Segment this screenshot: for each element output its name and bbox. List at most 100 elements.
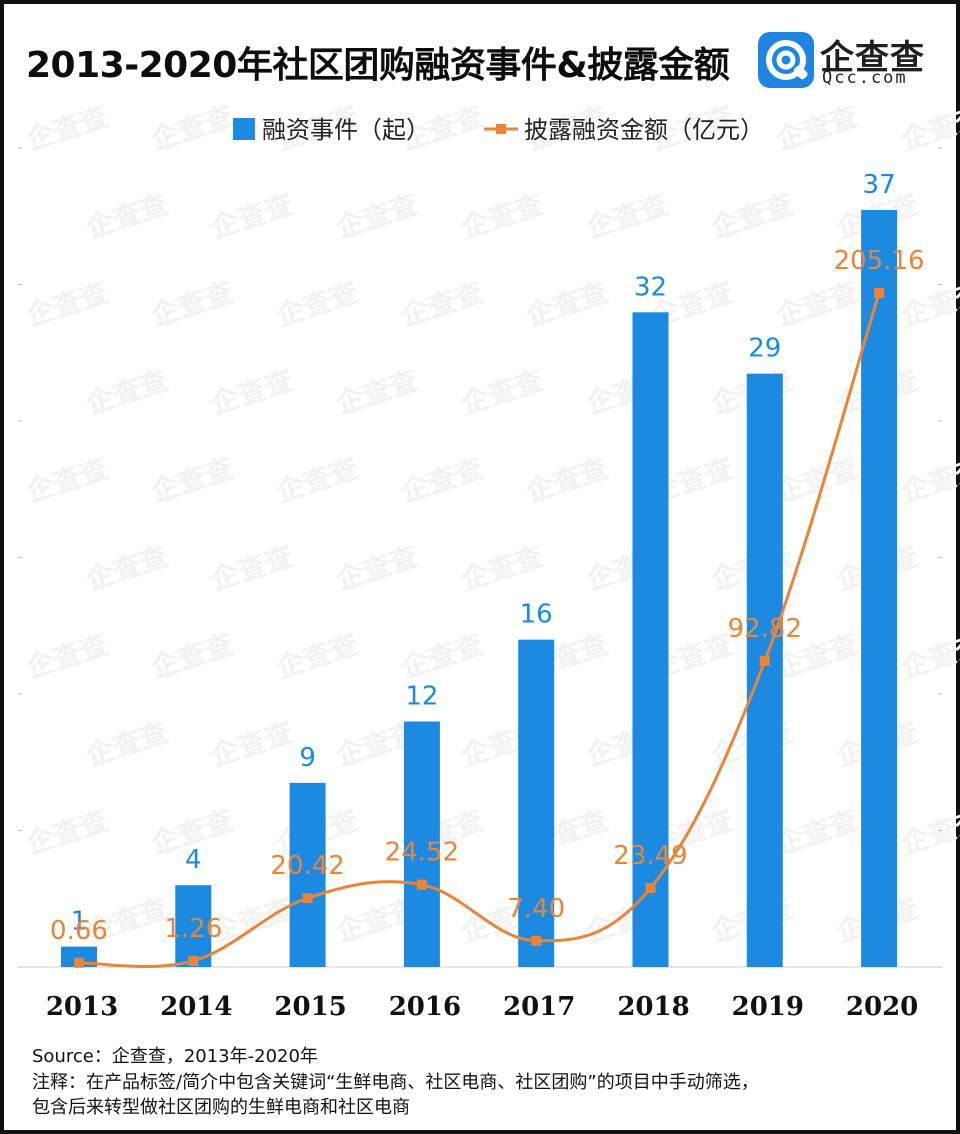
- line-series: [74, 288, 885, 969]
- x-axis-ticks: 2013 2014 2015 2016 2017 2018 2019 2020: [46, 992, 918, 1022]
- note-text-line-2: 包含后来转型做社区团购的生鲜电商和社区电商: [32, 1097, 410, 1118]
- watermark-mark: 企查查: [957, 187, 960, 244]
- line-point-2020: [874, 288, 885, 298]
- watermark-mark: 企查查: [457, 539, 547, 596]
- line-value-label-2014: 1.26: [164, 914, 222, 944]
- watermark-mark: 企查查: [582, 187, 672, 244]
- watermark-mark: 企查查: [772, 803, 862, 860]
- watermark-mark: 企查查: [522, 275, 612, 332]
- watermark-mark: 企查查: [82, 187, 172, 244]
- watermark-mark: 企查查: [957, 539, 960, 596]
- bar-value-label-2019: 29: [748, 334, 781, 364]
- line-point-2017: [531, 935, 542, 946]
- watermark-mark: 企查查: [82, 539, 172, 596]
- watermark-mark: 企查查: [22, 99, 112, 156]
- bar-2020: [861, 210, 898, 967]
- watermark-mark: 企查查: [332, 363, 422, 420]
- watermark-mark: 企查查: [957, 891, 960, 948]
- watermark-mark: 企查查: [397, 275, 487, 332]
- watermark-mark: 企查查: [22, 627, 112, 684]
- watermark-mark: 企查查: [957, 715, 960, 772]
- watermark-mark: 企查查: [897, 451, 960, 508]
- watermark-layer: 企查查 企查查 企查查 企查查 企查查 企查查 企查查 企查查企查查 企查查 企查查 企查查 企查查企…: [22, 99, 960, 948]
- bar-2017: [518, 639, 555, 967]
- watermark-mark: 企查查: [397, 451, 487, 508]
- line-point-2018: [645, 883, 656, 894]
- watermark-mark: 企查查: [147, 99, 237, 156]
- source-text: Source：企查查，2013年-2020年: [32, 1046, 318, 1067]
- logo-name: 企查查: [820, 38, 925, 78]
- x-tick-label-2018: 2018: [617, 992, 689, 1022]
- legend-swatch-marker: [496, 124, 506, 134]
- x-tick-label-2016: 2016: [389, 992, 461, 1022]
- line-point-2014: [188, 955, 199, 966]
- bar-2018: [632, 312, 669, 967]
- watermark-mark: 企查查: [207, 715, 297, 772]
- bar-value-label-2013: 1: [71, 907, 88, 937]
- legend-label-bar: 融资事件（起）: [262, 116, 430, 144]
- watermark-mark: 企查查: [332, 539, 422, 596]
- watermark-mark: 企查查: [147, 451, 237, 508]
- watermark-mark: 企查查: [457, 187, 547, 244]
- watermark-mark: 企查查: [22, 275, 112, 332]
- line-point-2016: [416, 879, 427, 890]
- watermark-mark: 企查查: [147, 275, 237, 332]
- line-value-label-2020: 205.16: [834, 246, 925, 276]
- line-value-label-2013: 0.66: [50, 916, 108, 946]
- watermark-mark: 企查查: [897, 803, 960, 860]
- legend-swatch-bar: [233, 118, 255, 140]
- line-value-label-2019: 92.82: [728, 614, 802, 644]
- watermark-mark: 企查查: [957, 363, 960, 420]
- watermark-mark: 企查查: [22, 803, 112, 860]
- watermark-mark: 企查查: [332, 187, 422, 244]
- x-tick-label-2019: 2019: [732, 992, 804, 1022]
- bar-value-label-2014: 4: [185, 845, 202, 875]
- watermark-mark: 企查查: [147, 627, 237, 684]
- watermark-mark: 企查查: [897, 99, 960, 156]
- bar-2015: [289, 782, 326, 967]
- bar-value-label-2017: 16: [520, 600, 553, 630]
- line-value-label-2016: 24.52: [385, 838, 459, 868]
- x-tick-label-2013: 2013: [46, 992, 118, 1022]
- logo-domain: Qcc.com: [822, 68, 908, 88]
- bar-2019: [746, 373, 783, 968]
- watermark-mark: 企查查: [457, 363, 547, 420]
- watermark-mark: 企查查: [207, 187, 297, 244]
- bar-value-label-2018: 32: [634, 272, 667, 302]
- watermark-mark: 企查查: [522, 451, 612, 508]
- watermark-mark: 企查查: [897, 275, 960, 332]
- watermark-mark: 企查查: [772, 275, 862, 332]
- x-tick-label-2017: 2017: [503, 992, 575, 1022]
- watermark-mark: 企查查: [82, 715, 172, 772]
- line-point-2015: [302, 893, 313, 904]
- chart-axes: [18, 147, 942, 968]
- watermark-mark: 企查查: [397, 627, 487, 684]
- line-point-2013: [74, 957, 84, 968]
- legend: 融资事件（起） 披露融资金额（亿元）: [233, 116, 764, 144]
- watermark-mark: 企查查: [82, 363, 172, 420]
- watermark-mark: 企查查: [272, 275, 362, 332]
- watermark-mark: 企查查: [272, 451, 362, 508]
- qcc-logo-icon: [758, 32, 814, 88]
- data-labels: 1 4 9 12 16 32 29 37 0.66 1.26 20.42 24.52 7.40 23.49…: [50, 170, 925, 946]
- page-title: 2013-2020年社区团购融资事件&披露金额: [26, 45, 730, 86]
- watermark-mark: 企查查: [207, 363, 297, 420]
- watermark-mark: 企查查: [272, 627, 362, 684]
- x-tick-label-2014: 2014: [160, 992, 232, 1022]
- bar-value-label-2015: 9: [299, 743, 316, 773]
- line-value-label-2017: 7.40: [507, 894, 565, 924]
- line-point-2019: [759, 655, 770, 666]
- bar-2014: [175, 885, 212, 967]
- watermark-mark: 企查查: [22, 451, 112, 508]
- x-tick-label-2015: 2015: [274, 992, 346, 1022]
- line-value-label-2018: 23.49: [613, 841, 687, 871]
- legend-label-line: 披露融资金额（亿元）: [524, 116, 764, 144]
- watermark-mark: 企查查: [772, 99, 862, 156]
- watermark-mark: 企查查: [207, 539, 297, 596]
- bar-value-label-2020: 37: [863, 170, 896, 200]
- watermark-mark: 企查查: [707, 187, 797, 244]
- bar-series: [61, 210, 898, 968]
- brand-logo: 企查查 Qcc.com: [756, 28, 936, 92]
